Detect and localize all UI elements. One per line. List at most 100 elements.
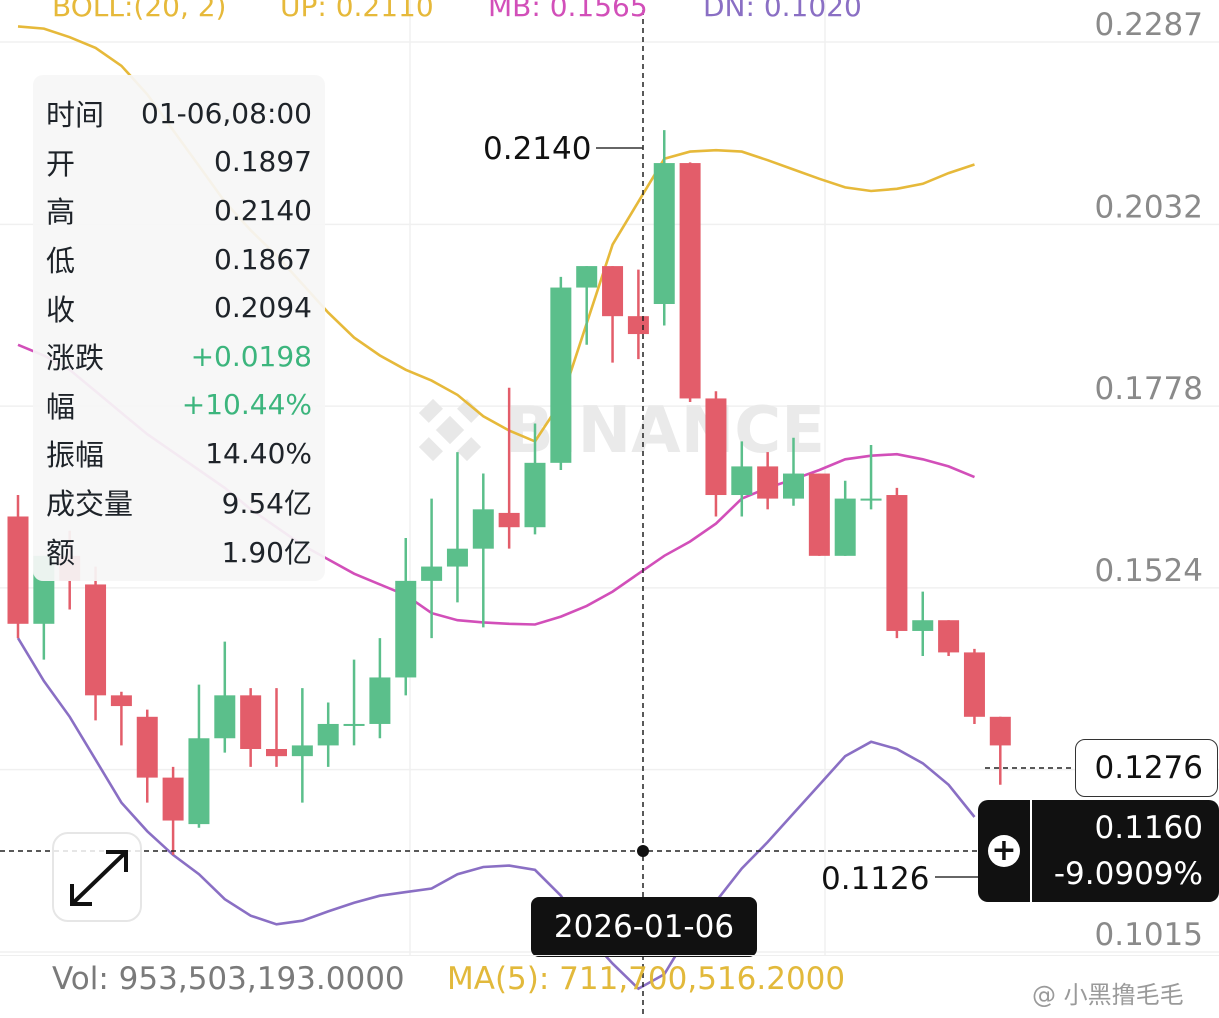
credit-watermark: @ 小黑撸毛毛 [1032,981,1184,1009]
candle-body [291,745,313,757]
candle [240,688,262,767]
boll-dn-value: DN: 0.1020 [703,0,862,23]
candle-body [524,462,546,528]
high-marker-label: 0.2140 [483,131,591,167]
tooltip-label: 收 [46,292,76,327]
candle-body [757,466,779,499]
candle [938,620,960,656]
tooltip-value: 14.40% [205,436,312,470]
candle [808,473,830,556]
volume-ma5-value: MA(5): 711,700,516.2000 [447,961,846,997]
add-order-button[interactable]: + [978,800,1032,902]
boll-mb-value: MB: 0.1565 [488,0,648,23]
low-marker-label: 0.1126 [821,861,929,897]
tooltip-row: 低 0.1867 [46,235,312,284]
candle [679,162,701,403]
candle-body [395,580,417,678]
candle-body [886,495,908,631]
candle [705,391,727,517]
candle [860,444,882,510]
tooltip-label: 幅 [46,389,76,424]
candle-body [783,473,804,499]
expand-button[interactable] [52,832,142,922]
candle [472,473,494,628]
candle-body [110,695,132,707]
tooltip-label: 额 [46,535,76,570]
tooltip-value: +10.44% [181,388,312,422]
binance-watermark: BINANCE [418,394,825,468]
boll-params: BOLL:(20, 2) [52,0,226,23]
crosshair-percent: -9.0909% [1053,856,1203,892]
tooltip-value: +0.0198 [190,339,312,373]
tooltip-value: 9.54亿 [221,487,312,521]
plus-icon: + [988,835,1020,867]
candle [886,487,908,639]
candle-body [860,498,882,501]
candle [188,684,210,828]
tooltip-row: 振幅 14.40% [46,429,312,478]
volume-value: Vol: 953,503,193.0000 [52,961,405,997]
boll-lower-line [16,637,976,991]
y-tick-label: 0.2287 [1095,7,1203,43]
candle [653,130,675,326]
candle-body [369,677,391,724]
candle-body [963,652,985,717]
tooltip-row: 高 0.2140 [46,186,312,235]
candle-body [731,466,753,496]
candle [266,688,287,767]
candle-body [188,738,210,825]
candle-body [989,716,1011,746]
tooltip-row: 时间 01-06,08:00 [46,89,312,138]
volume-panel [0,955,1219,1018]
candle [7,495,29,639]
tooltip-value: 01-06,08:00 [141,96,312,130]
crosshair-price-box: + 0.1160 -9.0909% [978,800,1219,902]
candle [524,423,546,535]
tooltip-value: 0.2140 [214,193,312,227]
tooltip-label: 时间 [46,98,105,133]
candle-body [266,748,287,757]
candles [7,130,1011,855]
candle [963,648,985,724]
crosshair-date-label: 2026-01-06 [531,897,757,957]
candle [602,266,624,363]
candle-body [240,695,262,749]
tooltip-value: 1.90亿 [221,535,312,569]
candle-body [705,398,727,496]
candle-body [498,512,520,528]
candle [446,452,468,603]
tooltip-label: 高 [46,195,76,230]
candle-body [576,266,598,288]
tooltip-row: 收 0.2094 [46,283,312,332]
tooltip-label: 涨跌 [46,341,105,376]
candle [110,691,132,746]
candle [369,638,391,739]
y-tick-label: 0.1524 [1095,553,1203,589]
candle [550,276,572,470]
candle-body [214,695,236,739]
boll-up-value: UP: 0.2110 [280,0,434,23]
candle-body [85,584,107,696]
candle [912,591,934,656]
candle-body [162,777,184,821]
candle [421,498,443,639]
candle-body [627,316,649,335]
candle [291,688,313,803]
tooltip-row: 涨跌 +0.0198 [46,332,312,381]
crosshair-price: 0.1160 [1094,810,1203,846]
tooltip-row: 开 0.1897 [46,138,312,187]
candle [343,659,365,746]
candle [498,387,520,549]
ohlc-tooltip: 时间 01-06,08:00 开 0.1897 高 0.2140 低 0.1867 收 0.209… [33,75,325,581]
candle-body [808,473,830,556]
candle [989,716,1011,785]
candle [731,441,753,517]
candle [162,766,184,855]
candle-body [679,163,701,399]
candle [214,641,236,753]
tooltip-value: 0.1897 [214,145,312,179]
candle-body [938,620,960,653]
tooltip-row: 成交量 9.54亿 [46,478,312,527]
candle-body [446,548,468,567]
y-tick-label: 0.1778 [1095,371,1203,407]
